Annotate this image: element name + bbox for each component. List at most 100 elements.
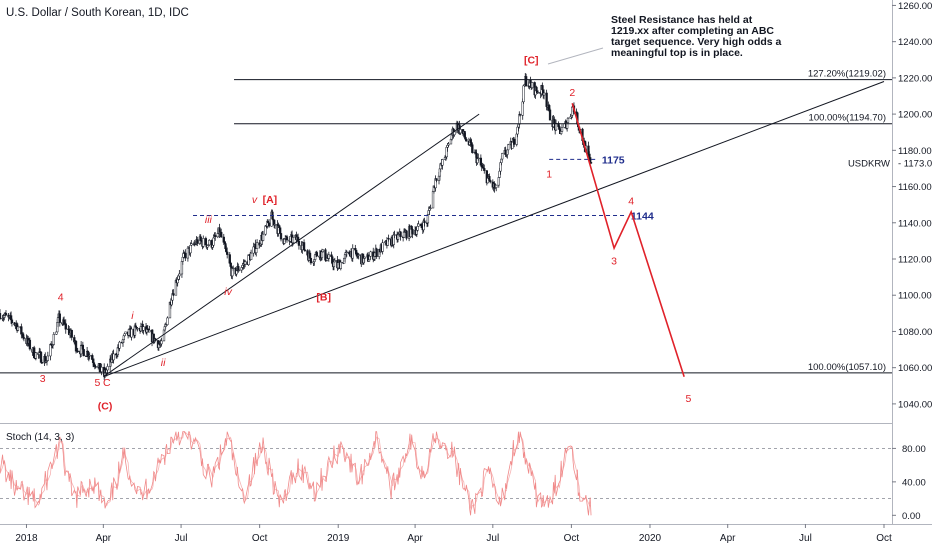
- candle-body: [545, 92, 548, 107]
- candle-body: [435, 178, 438, 181]
- candle-body: [308, 252, 312, 259]
- time-tick-label: Jul: [799, 533, 812, 544]
- candle-body: [118, 341, 121, 349]
- candle-body: [130, 328, 133, 338]
- candle-body: [232, 267, 235, 270]
- stoch-tick-label: 0.00: [902, 511, 921, 522]
- stoch-tick-label: 80.00: [902, 444, 926, 455]
- price-tick-label: 1100.00: [898, 291, 932, 302]
- price-tick-label: 1160.00: [898, 182, 932, 193]
- candle-body: [297, 241, 301, 246]
- candle-body: [471, 144, 474, 153]
- candle-body: [559, 131, 563, 134]
- candle-body: [447, 143, 450, 146]
- candle-body: [560, 127, 564, 132]
- wave-label: 3: [611, 255, 617, 267]
- candle-body: [166, 317, 169, 325]
- candle-body: [483, 168, 486, 171]
- candle-body: [136, 328, 139, 330]
- candle-body: [566, 117, 570, 123]
- candle-body: [441, 159, 444, 166]
- candle-body: [285, 236, 289, 241]
- wave-label: i: [131, 310, 134, 322]
- candle-body: [16, 326, 20, 331]
- candle-body: [94, 366, 97, 368]
- candle-body: [369, 251, 372, 257]
- candle-body: [76, 350, 79, 353]
- price-tick-label: 1180.00: [898, 146, 932, 157]
- fib-level-label: 100.00%(1057.10): [808, 362, 886, 373]
- candle-body: [548, 109, 552, 121]
- candle-body: [375, 248, 378, 257]
- candle-body: [553, 118, 556, 124]
- candle-body: [226, 251, 229, 255]
- candle-body: [0, 313, 2, 320]
- candle-body: [34, 352, 38, 359]
- candle-body: [351, 248, 354, 259]
- time-tick-label: Apr: [407, 533, 423, 544]
- candle-body: [100, 366, 103, 372]
- candle-body: [513, 138, 516, 145]
- candle-body: [202, 238, 205, 247]
- time-tick-label: Oct: [876, 533, 892, 544]
- level-label: 1175: [602, 154, 625, 166]
- candle-body: [189, 244, 192, 254]
- candle-body: [357, 254, 360, 256]
- candle-body: [363, 256, 366, 259]
- candle-body: [46, 355, 49, 361]
- wave-label: 4: [58, 292, 64, 304]
- candle-body: [431, 191, 435, 209]
- candle-body: [81, 344, 84, 350]
- candle-body: [536, 91, 540, 94]
- candle-body: [381, 242, 384, 252]
- fib-level-label: 100.00%(1194.70): [809, 113, 886, 124]
- candle-body: [387, 238, 390, 240]
- candle-body: [278, 227, 282, 234]
- price-tick-label: 1120.00: [898, 254, 932, 265]
- candle-body: [332, 261, 336, 267]
- candle-body: [178, 273, 181, 277]
- candle-body: [255, 248, 258, 253]
- candle-body: [405, 230, 408, 239]
- candle-body: [106, 366, 109, 371]
- candle-body: [58, 313, 61, 323]
- candle-body: [465, 138, 468, 142]
- candle-body: [501, 153, 504, 160]
- candle-body: [589, 162, 593, 164]
- candle-body: [530, 82, 534, 89]
- candle-body: [40, 362, 44, 364]
- time-tick-label: 2019: [327, 533, 350, 544]
- candle-body: [302, 242, 306, 251]
- candle-body: [243, 261, 247, 265]
- wave-projection: [571, 103, 685, 377]
- price-tick-label: 1080.00: [898, 327, 932, 338]
- candle-body: [315, 252, 319, 257]
- candle-body: [291, 237, 295, 243]
- candle-body: [554, 123, 558, 131]
- candle-body: [542, 92, 546, 96]
- candle-body: [279, 233, 283, 240]
- candle-body: [4, 313, 8, 316]
- time-axis: 2018 Apr Jul Oct 2019 Apr Jul Oct 2020 Apr Jul Oct: [15, 524, 892, 544]
- stoch-tick-label: 40.00: [902, 477, 926, 488]
- trendline: [103, 113, 480, 378]
- candle-body: [204, 238, 207, 246]
- candle-body: [416, 226, 419, 231]
- candle-body: [429, 207, 432, 210]
- drawing-tools: 127.20%(1219.02) 100.00%(1194.70) 100.00%(…: [0, 47, 892, 378]
- wave-label: [C]: [524, 54, 539, 66]
- candle-body: [333, 260, 336, 263]
- candle-body: [190, 243, 193, 246]
- price-tick-label: 1060.00: [898, 363, 932, 374]
- fib-level-label: 127.20%(1219.02): [808, 69, 886, 80]
- candle-body: [261, 233, 265, 241]
- wave-label: 4: [628, 196, 634, 208]
- candle-body: [327, 254, 330, 259]
- candle-body: [399, 231, 402, 238]
- candle-body: [196, 239, 199, 244]
- wave-label: 2: [569, 87, 575, 99]
- candle-body: [160, 340, 163, 345]
- candle-body: [345, 251, 348, 254]
